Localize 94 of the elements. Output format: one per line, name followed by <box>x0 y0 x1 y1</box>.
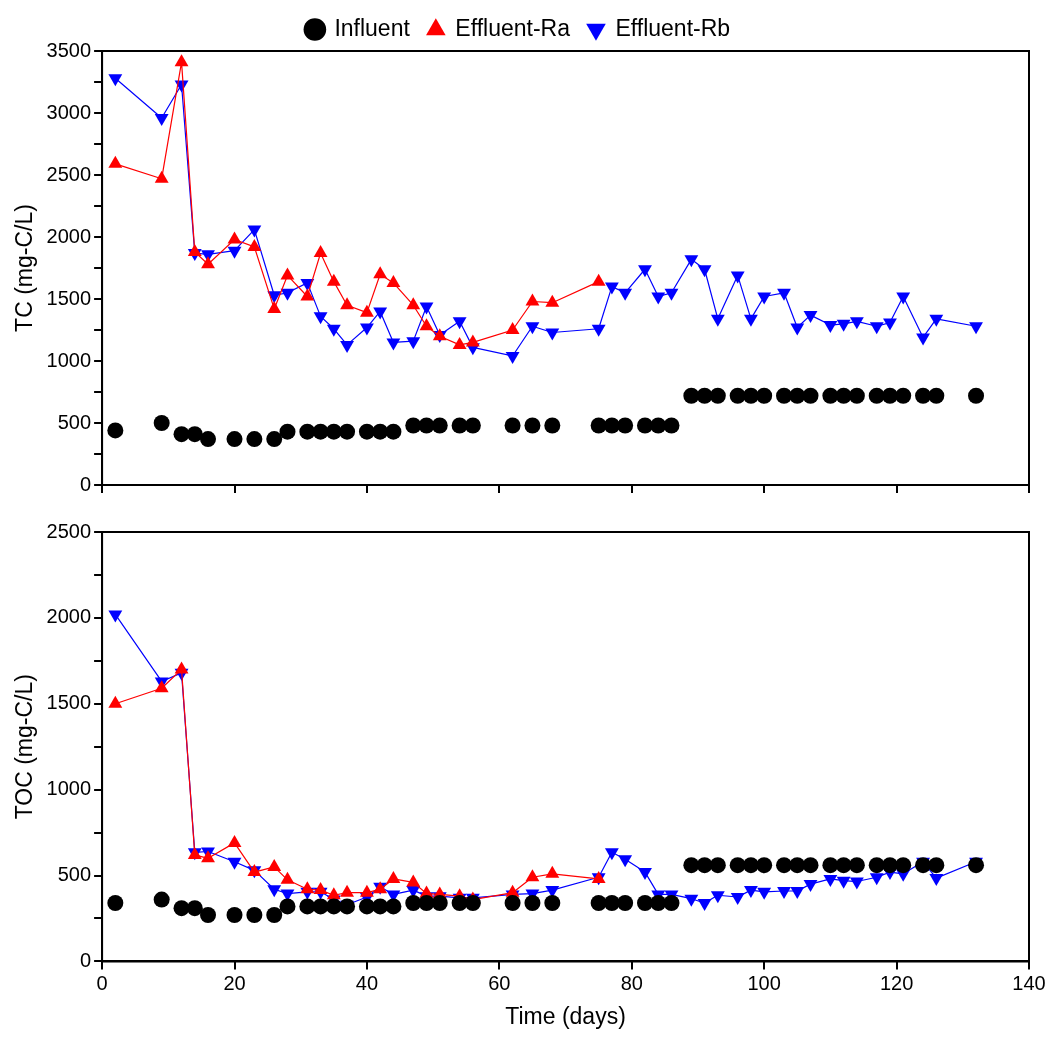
point <box>928 857 945 874</box>
point <box>929 874 944 887</box>
point <box>650 895 667 911</box>
point <box>246 907 263 924</box>
point <box>299 898 316 915</box>
point <box>603 895 620 911</box>
point <box>524 895 541 911</box>
y-tick-label: 2500 <box>46 162 92 185</box>
point <box>777 886 791 899</box>
point <box>590 895 607 911</box>
point <box>881 857 898 874</box>
point <box>697 899 712 911</box>
y-axis-title: TC (mg-C/L) <box>11 204 38 332</box>
point <box>637 895 653 911</box>
point <box>279 898 296 915</box>
point <box>836 876 851 889</box>
point <box>173 900 190 917</box>
point <box>617 895 634 911</box>
point <box>153 891 170 908</box>
point <box>835 857 852 874</box>
point <box>744 886 758 899</box>
point <box>451 895 468 911</box>
point <box>696 857 713 874</box>
x-tick-label: 40 <box>355 971 379 994</box>
y-tick-label: 2000 <box>46 224 92 247</box>
point <box>789 857 806 874</box>
point <box>464 895 481 911</box>
y-tick-label: 500 <box>57 410 92 433</box>
x-tick-label: 60 <box>488 971 511 994</box>
point <box>544 895 561 911</box>
y-tick-label: 3500 <box>46 38 92 61</box>
legend-label: Influent <box>334 14 411 41</box>
point <box>968 857 985 874</box>
point <box>226 907 243 924</box>
point <box>108 610 123 623</box>
point <box>325 898 342 915</box>
y-tick-label: 3000 <box>46 100 92 123</box>
legend-label: Effluent-Rb <box>615 14 731 41</box>
point <box>803 880 818 893</box>
point <box>504 895 521 911</box>
y-tick-label: 1000 <box>46 777 92 800</box>
point <box>227 857 242 870</box>
y-tick-label: 2000 <box>46 605 92 628</box>
point <box>358 898 375 915</box>
x-axis-title: Time (days) <box>505 1002 626 1029</box>
point <box>618 855 633 868</box>
point <box>822 857 839 874</box>
point <box>266 907 283 924</box>
x-tick-label: 120 <box>879 971 914 994</box>
y-tick-label: 2500 <box>46 519 92 542</box>
point <box>638 868 652 881</box>
point <box>684 894 699 907</box>
point <box>742 857 759 874</box>
point <box>604 848 619 861</box>
point <box>823 874 838 887</box>
point <box>915 857 932 874</box>
point <box>802 857 819 874</box>
point <box>710 891 725 904</box>
point <box>848 857 865 874</box>
point <box>186 900 203 917</box>
point <box>431 895 448 911</box>
point <box>372 898 389 915</box>
y-tick-label: 0 <box>79 472 92 495</box>
point <box>895 857 912 874</box>
x-tick-label: 100 <box>747 971 781 994</box>
point <box>663 895 680 911</box>
point <box>267 885 282 898</box>
point <box>756 857 773 874</box>
point <box>709 857 726 874</box>
y-axis-title: TOC (mg-C/L) <box>11 674 38 820</box>
point <box>385 898 402 915</box>
x-tick-label: 0 <box>96 971 108 994</box>
point <box>730 892 745 905</box>
point <box>683 857 700 874</box>
point <box>757 887 772 900</box>
point <box>405 895 422 911</box>
x-tick-label: 20 <box>223 971 246 994</box>
point <box>418 895 435 911</box>
y-tick-label: 0 <box>79 948 92 971</box>
point <box>200 907 217 924</box>
point <box>729 857 746 874</box>
point <box>776 857 793 874</box>
y-tick-label: 1000 <box>46 348 92 371</box>
point <box>849 877 864 890</box>
x-tick-label: 140 <box>1012 971 1046 994</box>
legend-label: Effluent-Ra <box>455 14 571 41</box>
y-tick-label: 500 <box>57 863 92 886</box>
point <box>868 857 885 874</box>
point <box>790 886 805 899</box>
point <box>107 895 124 911</box>
y-tick-label: 1500 <box>46 691 92 714</box>
y-tick-label: 1500 <box>46 286 92 309</box>
point <box>869 873 884 886</box>
x-tick-label: 80 <box>620 971 643 994</box>
